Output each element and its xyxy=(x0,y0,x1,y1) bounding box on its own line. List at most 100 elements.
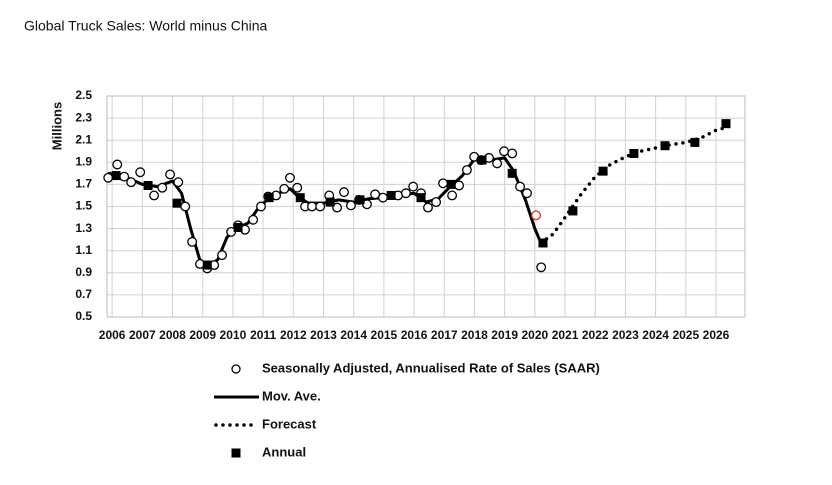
x-tick-label: 2007 xyxy=(129,328,156,342)
saar-point xyxy=(126,177,137,188)
legend-label: Forecast xyxy=(262,416,317,431)
saar-point xyxy=(292,182,303,193)
y-tick-label: 2.5 xyxy=(75,88,92,102)
saar-point xyxy=(461,165,472,175)
saar-point xyxy=(447,190,458,201)
saar-point xyxy=(103,172,114,183)
x-tick-label: 2017 xyxy=(431,328,458,342)
saar-point xyxy=(307,201,317,212)
annual-point xyxy=(416,193,426,203)
legend-label: Seasonally Adjusted, Annualised Rate of … xyxy=(262,360,600,375)
annual-point xyxy=(172,198,182,208)
x-tick-label: 2006 xyxy=(99,328,126,342)
x-tick-label: 2026 xyxy=(703,328,730,342)
y-tick-label: 2.3 xyxy=(75,110,92,124)
y-tick-label: 1.1 xyxy=(75,243,92,257)
x-tick-label: 2021 xyxy=(552,328,579,342)
x-tick-label: 2014 xyxy=(340,328,367,342)
annual-point xyxy=(690,137,700,147)
annual-point xyxy=(233,222,243,232)
x-tick-label: 2009 xyxy=(189,328,216,342)
saar-point xyxy=(217,250,227,261)
x-tick-label: 2025 xyxy=(672,328,699,342)
x-tick-label: 2018 xyxy=(461,328,488,342)
annual-point xyxy=(264,193,274,203)
x-tick-label: 2020 xyxy=(521,328,548,342)
annual-point xyxy=(355,195,365,205)
annual-point xyxy=(143,181,153,191)
saar-point xyxy=(279,183,290,194)
annual-point xyxy=(386,190,396,200)
saar-point xyxy=(315,201,326,212)
y-tick-label: 1.5 xyxy=(75,199,92,213)
saar-point xyxy=(492,158,503,169)
x-tick-label: 2022 xyxy=(582,328,609,342)
annual-point xyxy=(507,168,517,178)
saar-point xyxy=(423,202,433,213)
y-tick-label: 0.7 xyxy=(75,287,92,301)
saar-point xyxy=(285,172,295,183)
y-tick-label: 1.7 xyxy=(75,177,92,191)
y-tick-label: 0.9 xyxy=(75,265,92,279)
x-tick-label: 2023 xyxy=(612,328,639,342)
saar-point xyxy=(346,200,356,211)
annual-point xyxy=(295,193,305,203)
chart-title: Global Truck Sales: World minus China xyxy=(24,18,267,34)
saar-point xyxy=(187,236,198,247)
saar-point xyxy=(339,187,349,198)
legend-label: Mov. Ave. xyxy=(262,388,321,403)
y-tick-label: 0.5 xyxy=(75,309,92,323)
annual-point xyxy=(598,166,608,176)
annual-point xyxy=(446,179,456,189)
saar-point xyxy=(256,201,266,212)
saar-point xyxy=(400,188,411,199)
annual-point xyxy=(660,141,670,151)
x-tick-label: 2011 xyxy=(250,328,276,342)
y-tick-label: 2.1 xyxy=(75,132,92,146)
annual-point xyxy=(202,260,212,270)
saar-point xyxy=(499,146,510,157)
x-tick-label: 2015 xyxy=(371,328,398,342)
x-tick-label: 2010 xyxy=(220,328,247,342)
saar-point xyxy=(515,181,526,192)
saar-point xyxy=(531,210,542,221)
x-tick-label: 2008 xyxy=(159,328,186,342)
saar-point xyxy=(149,190,160,201)
saar-point xyxy=(431,197,442,208)
saar-point xyxy=(173,177,184,188)
y-axis-label: Millions xyxy=(49,102,64,150)
y-tick-label: 1.9 xyxy=(75,154,92,168)
saar-point xyxy=(378,192,388,203)
annual-point xyxy=(111,171,121,181)
saar-point xyxy=(112,159,123,170)
saar-point xyxy=(536,262,547,273)
legend-symbol xyxy=(231,364,241,374)
saar-point xyxy=(165,169,176,180)
x-tick-label: 2019 xyxy=(491,328,518,342)
x-tick-label: 2016 xyxy=(401,328,428,342)
saar-point xyxy=(135,167,146,178)
saar-point xyxy=(522,188,532,199)
saar-point xyxy=(332,202,343,213)
x-tick-label: 2013 xyxy=(310,328,337,342)
annual-point xyxy=(568,206,578,216)
y-tick-label: 1.3 xyxy=(75,221,92,235)
annual-point xyxy=(325,197,335,207)
x-tick-label: 2024 xyxy=(642,328,669,342)
legend-label: Annual xyxy=(262,444,306,459)
annual-point xyxy=(538,238,548,248)
saar-point xyxy=(157,182,168,193)
saar-point xyxy=(454,180,465,191)
saar-point xyxy=(180,201,191,212)
legend-symbol xyxy=(231,448,241,458)
plot-frame xyxy=(106,95,746,318)
saar-point xyxy=(408,181,419,192)
saar-point xyxy=(438,178,449,189)
annual-point xyxy=(629,148,639,158)
saar-point xyxy=(248,214,259,225)
x-tick-label: 2012 xyxy=(280,328,307,342)
annual-point xyxy=(721,119,731,129)
annual-point xyxy=(477,155,487,165)
saar-point xyxy=(507,148,518,159)
